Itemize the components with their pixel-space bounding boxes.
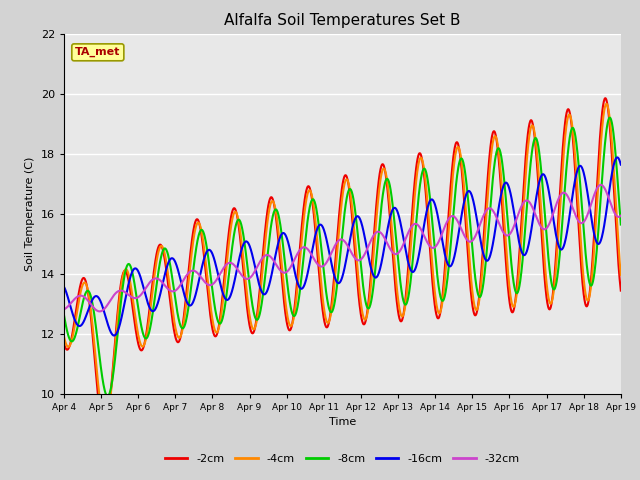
-16cm	[60, 284, 68, 290]
-32cm	[617, 213, 625, 218]
-8cm	[104, 393, 111, 399]
-2cm	[60, 341, 68, 347]
-32cm	[60, 307, 68, 312]
-16cm	[246, 246, 254, 252]
X-axis label: Time: Time	[329, 417, 356, 427]
-4cm	[171, 321, 179, 327]
-8cm	[606, 115, 614, 120]
-4cm	[246, 318, 254, 324]
-2cm	[602, 96, 609, 101]
-8cm	[617, 222, 625, 228]
-32cm	[429, 245, 437, 251]
-2cm	[171, 331, 179, 336]
-16cm	[617, 162, 625, 168]
-4cm	[60, 334, 68, 339]
Line: -8cm: -8cm	[64, 118, 621, 396]
-32cm	[502, 232, 509, 238]
-2cm	[502, 259, 509, 265]
-16cm	[502, 180, 509, 185]
-32cm	[96, 309, 104, 314]
Line: -4cm: -4cm	[64, 104, 621, 422]
-2cm	[429, 287, 437, 293]
-32cm	[184, 270, 192, 276]
Legend: -2cm, -4cm, -8cm, -16cm, -32cm: -2cm, -4cm, -8cm, -16cm, -32cm	[161, 450, 524, 468]
-8cm	[502, 196, 509, 202]
Line: -2cm: -2cm	[64, 98, 621, 429]
-32cm	[171, 288, 179, 294]
Line: -32cm: -32cm	[64, 185, 621, 312]
-8cm	[60, 312, 68, 318]
-4cm	[101, 419, 109, 425]
-4cm	[184, 282, 192, 288]
-2cm	[551, 267, 559, 273]
-16cm	[110, 333, 118, 338]
-32cm	[246, 275, 254, 280]
-8cm	[184, 306, 192, 312]
-16cm	[429, 198, 437, 204]
-2cm	[246, 327, 254, 333]
-8cm	[429, 229, 437, 235]
-32cm	[551, 205, 559, 211]
Line: -16cm: -16cm	[64, 157, 621, 336]
-16cm	[614, 155, 621, 160]
-2cm	[100, 426, 108, 432]
-4cm	[502, 241, 509, 247]
-8cm	[171, 292, 179, 298]
-8cm	[551, 285, 559, 291]
Text: TA_met: TA_met	[75, 47, 120, 58]
-4cm	[617, 272, 625, 278]
-16cm	[551, 227, 559, 232]
Y-axis label: Soil Temperature (C): Soil Temperature (C)	[25, 156, 35, 271]
-4cm	[603, 101, 611, 107]
-4cm	[429, 272, 437, 277]
-16cm	[184, 301, 192, 307]
-8cm	[246, 289, 254, 295]
-2cm	[617, 288, 625, 293]
-4cm	[551, 276, 559, 282]
-2cm	[184, 272, 192, 277]
-16cm	[171, 258, 179, 264]
Title: Alfalfa Soil Temperatures Set B: Alfalfa Soil Temperatures Set B	[224, 13, 461, 28]
-32cm	[597, 182, 605, 188]
